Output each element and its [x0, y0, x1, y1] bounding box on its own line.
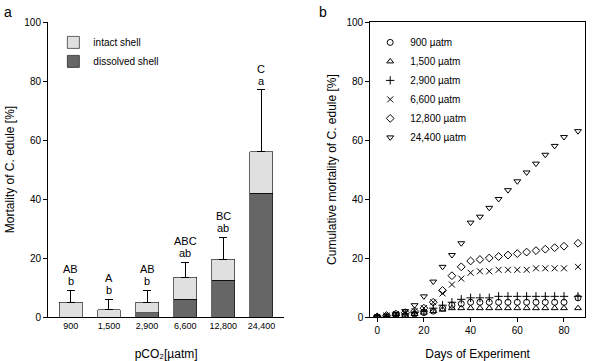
svg-text:b: b	[319, 4, 327, 20]
svg-text:C: C	[257, 63, 265, 75]
svg-text:24,400: 24,400	[248, 321, 276, 331]
svg-text:100: 100	[347, 17, 364, 28]
svg-text:Days of Experiment: Days of Experiment	[425, 347, 530, 361]
svg-text:80: 80	[30, 76, 42, 87]
svg-text:Mortality of C. edule [%]: Mortality of C. edule [%]	[3, 106, 17, 233]
svg-text:ABC: ABC	[174, 235, 197, 247]
svg-text:0: 0	[374, 325, 380, 336]
svg-text:a: a	[4, 4, 12, 20]
svg-text:AB: AB	[140, 263, 155, 275]
svg-text:24,400 µatm: 24,400 µatm	[410, 132, 466, 143]
svg-text:0: 0	[35, 312, 41, 323]
svg-text:100: 100	[24, 17, 41, 28]
svg-text:60: 60	[30, 135, 42, 146]
svg-text:20: 20	[352, 253, 364, 264]
svg-text:60: 60	[352, 135, 364, 146]
svg-text:900 µatm: 900 µatm	[410, 37, 452, 48]
svg-text:20: 20	[30, 253, 42, 264]
svg-text:12,800 µatm: 12,800 µatm	[410, 113, 466, 124]
svg-text:12,800: 12,800	[210, 321, 238, 331]
svg-text:A: A	[105, 272, 113, 284]
svg-text:40: 40	[352, 194, 364, 205]
svg-text:BC: BC	[216, 210, 231, 222]
svg-text:80: 80	[352, 76, 364, 87]
svg-text:2,900 µatm: 2,900 µatm	[410, 75, 460, 86]
svg-text:b: b	[68, 275, 74, 287]
svg-text:80: 80	[558, 325, 570, 336]
svg-text:1,500: 1,500	[98, 321, 121, 331]
svg-text:AB: AB	[63, 263, 78, 275]
svg-text:6,600 µatm: 6,600 µatm	[410, 94, 460, 105]
svg-text:dissolved shell: dissolved shell	[93, 56, 158, 67]
svg-text:40: 40	[465, 325, 477, 336]
svg-text:Cumulative mortality of C. edu: Cumulative mortality of C. edule [%]	[325, 74, 339, 265]
svg-text:2,900: 2,900	[136, 321, 159, 331]
svg-text:40: 40	[30, 194, 42, 205]
svg-text:ab: ab	[217, 222, 229, 234]
svg-text:ab: ab	[179, 247, 191, 259]
svg-text:0: 0	[358, 312, 364, 323]
svg-text:900: 900	[63, 321, 78, 331]
svg-text:pCO₂[µatm]: pCO₂[µatm]	[135, 347, 198, 361]
svg-text:intact shell: intact shell	[93, 37, 140, 48]
svg-text:60: 60	[512, 325, 524, 336]
svg-text:1,500 µatm: 1,500 µatm	[410, 56, 460, 67]
svg-text:a: a	[258, 75, 265, 87]
svg-text:6,600: 6,600	[174, 321, 197, 331]
svg-text:b: b	[106, 284, 112, 296]
svg-text:20: 20	[418, 325, 430, 336]
svg-text:b: b	[144, 275, 150, 287]
